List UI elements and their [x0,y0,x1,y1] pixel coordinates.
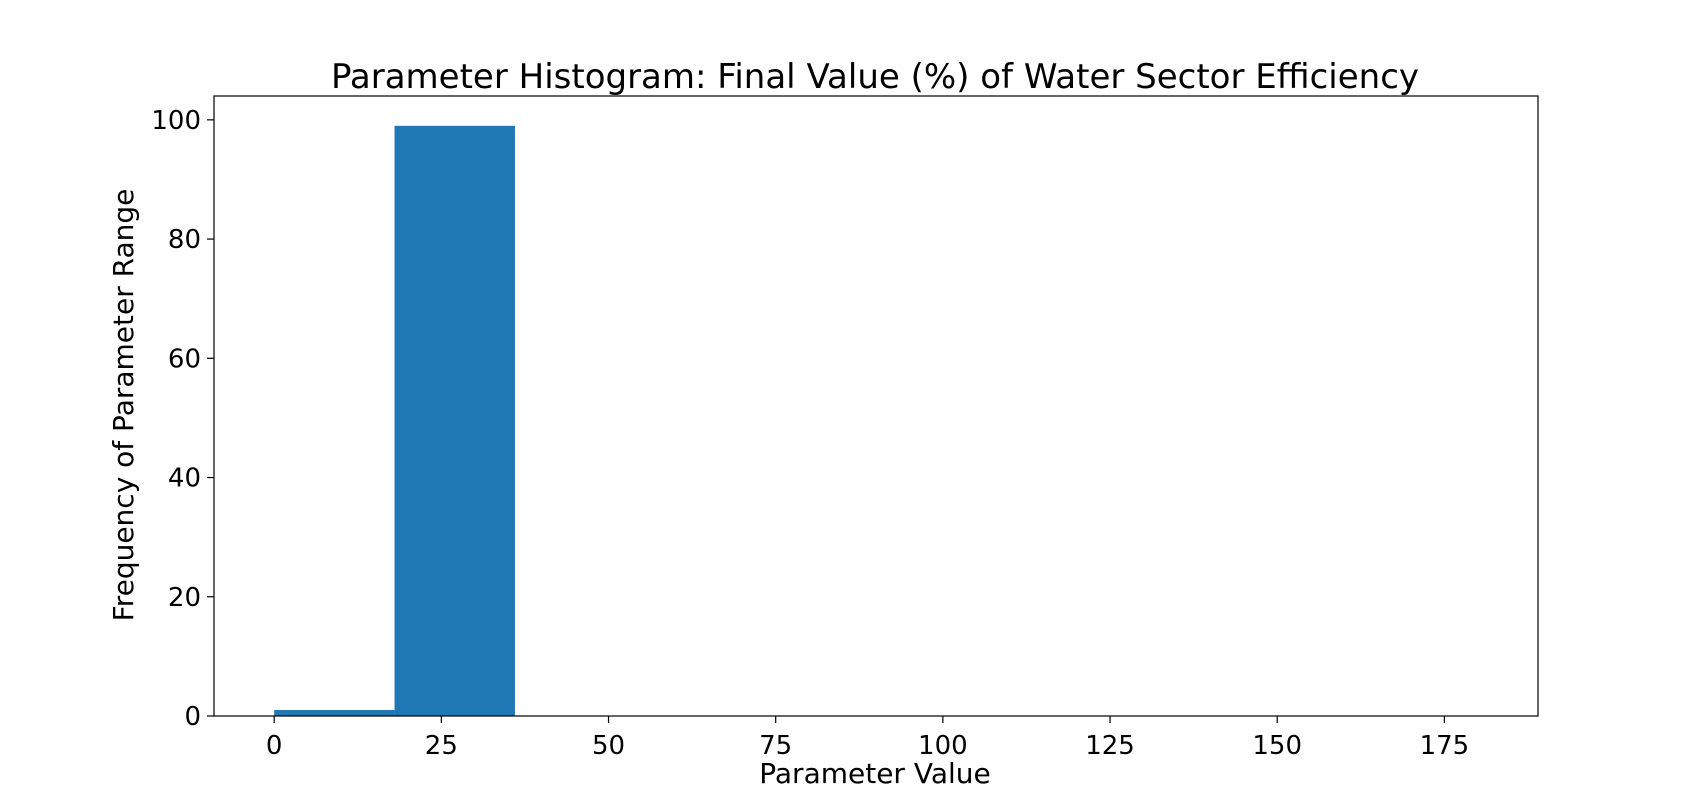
x-axis-ticks: 0 25 50 75 100 125 150 175 [266,716,1469,761]
x-axis-label: Parameter Value [759,757,990,790]
y-tick-label: 80 [168,225,201,255]
histogram-bar-0 [274,710,395,716]
x-tick-label: 25 [425,731,458,761]
y-axis-label: Frequency of Parameter Range [107,189,140,622]
plot-frame [213,95,1539,717]
y-tick-label: 20 [168,583,201,613]
x-tick-label: 100 [918,731,968,761]
y-axis-ticks: 0 20 40 60 80 100 [151,106,214,732]
y-tick-label: 60 [168,344,201,374]
histogram-bar-1 [394,125,515,717]
x-tick-label: 0 [266,731,283,761]
y-tick-label: 40 [168,464,201,494]
x-tick-label: 150 [1252,731,1302,761]
x-tick-label: 175 [1420,731,1470,761]
x-tick-label: 50 [592,731,625,761]
chart-title: Parameter Histogram: Final Value (%) of … [331,57,1419,97]
x-tick-label: 75 [759,731,792,761]
x-tick-label: 125 [1085,731,1135,761]
plot-area [213,95,1539,717]
y-tick-label: 100 [151,106,201,136]
y-tick-label: 0 [184,702,201,732]
